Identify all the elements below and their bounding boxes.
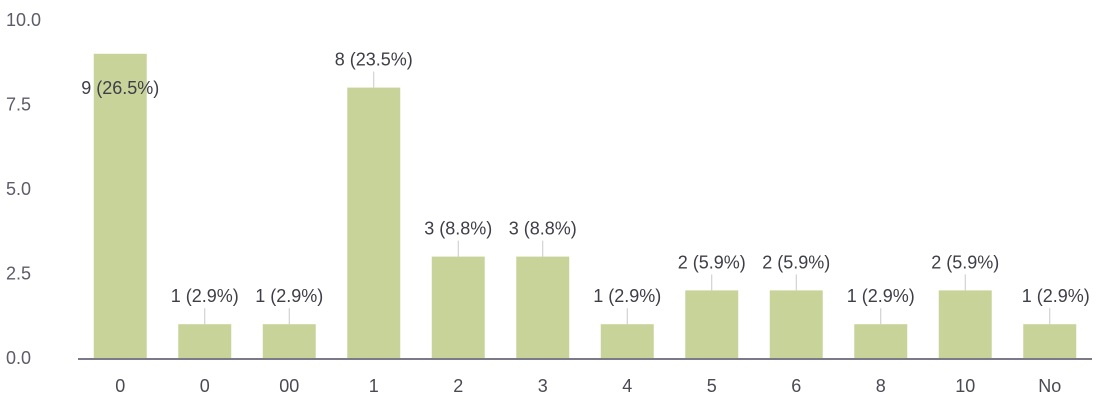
data-labels: 9 (26.5%) 1 (2.9%) 1 (2.9%) 8 (23.5%) 3 (8.8…	[81, 50, 1090, 307]
y-tick-label: 7.5	[6, 95, 31, 115]
bar	[262, 324, 316, 358]
bar	[854, 324, 908, 358]
data-label: 2 (5.9%)	[678, 252, 746, 272]
data-label: 1 (2.9%)	[593, 286, 661, 306]
x-tick-label: 5	[707, 376, 717, 396]
bar	[600, 324, 654, 358]
data-label: 3 (8.8%)	[509, 219, 577, 239]
x-tick-label: No	[1038, 376, 1061, 396]
bar	[178, 324, 232, 358]
x-tick-label: 0	[115, 376, 125, 396]
y-tick-label: 5.0	[6, 179, 31, 199]
x-tick-label: 10	[955, 376, 975, 396]
bar	[1023, 324, 1077, 358]
bar	[431, 256, 485, 358]
x-axis: 0 0 00 1 2 3 4 5 6 8 10 No	[115, 376, 1061, 396]
y-tick-label: 10.0	[6, 10, 41, 30]
x-tick-label: 4	[622, 376, 632, 396]
data-label: 2 (5.9%)	[931, 252, 999, 272]
y-tick-label: 2.5	[6, 264, 31, 284]
y-tick-label: 0.0	[6, 348, 31, 368]
x-tick-label: 00	[279, 376, 299, 396]
bar	[516, 256, 570, 358]
x-tick-label: 1	[369, 376, 379, 396]
data-label: 3 (8.8%)	[424, 219, 492, 239]
y-axis: 0.0 2.5 5.0 7.5 10.0	[6, 10, 41, 368]
bar	[93, 53, 147, 359]
bar	[769, 290, 823, 358]
x-tick-label: 2	[453, 376, 463, 396]
data-label: 2 (5.9%)	[762, 252, 830, 272]
bar	[685, 290, 739, 358]
data-label: 1 (2.9%)	[171, 286, 239, 306]
data-label: 1 (2.9%)	[255, 286, 323, 306]
bar	[347, 87, 401, 358]
x-tick-label: 0	[200, 376, 210, 396]
data-label: 9 (26.5%)	[81, 78, 159, 98]
data-label-leaders	[204, 71, 1051, 325]
x-tick-label: 8	[876, 376, 886, 396]
x-tick-label: 3	[538, 376, 548, 396]
x-tick-label: 6	[791, 376, 801, 396]
bar	[938, 290, 992, 358]
bars	[93, 53, 1077, 359]
data-label: 1 (2.9%)	[847, 286, 915, 306]
data-label: 1 (2.9%)	[1022, 286, 1090, 306]
data-label: 8 (23.5%)	[335, 50, 413, 70]
